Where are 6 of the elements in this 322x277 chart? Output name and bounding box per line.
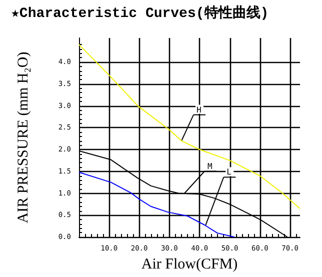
chart-title: ★Characteristic Curves(特性曲线) bbox=[11, 5, 269, 22]
x-axis-title: Air Flow(CFM) bbox=[141, 256, 238, 272]
y-axis-title: AIR PRESSURE (mm H₂O) bbox=[16, 52, 32, 224]
annotation: M bbox=[208, 162, 213, 171]
annotation: L bbox=[226, 168, 232, 177]
annotation: H bbox=[196, 105, 202, 114]
